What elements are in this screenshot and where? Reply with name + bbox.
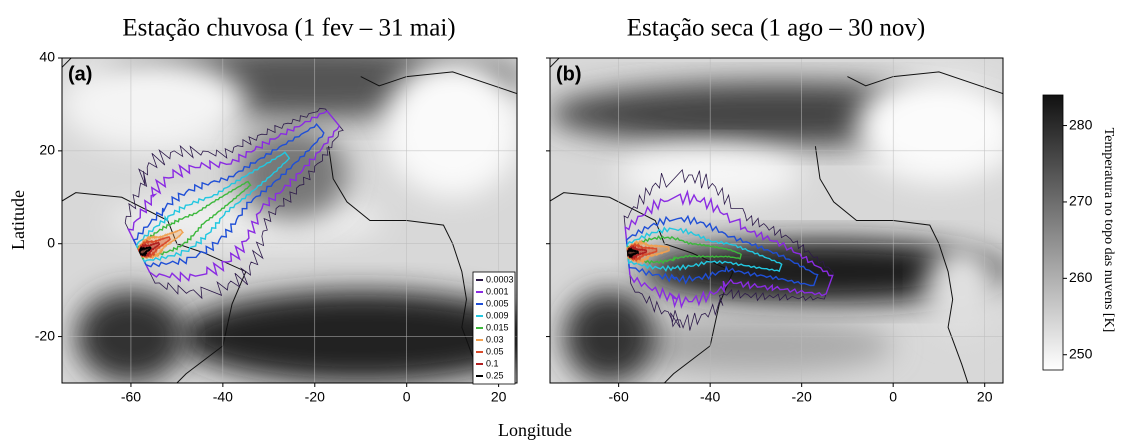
map-panel — [550, 58, 1003, 383]
x-tick-label: 0 — [889, 389, 897, 405]
legend-label: 0.1 — [486, 358, 499, 368]
x-tick-label: 0 — [403, 389, 411, 405]
cloud-field — [856, 72, 1003, 183]
x-tick-label: -60 — [609, 389, 629, 405]
contour — [626, 226, 783, 273]
y-tick-label: 40 — [39, 49, 55, 65]
contour — [623, 169, 835, 331]
coastline — [550, 192, 734, 383]
cloud-field — [236, 128, 347, 221]
contour — [138, 245, 152, 257]
legend-label: 0.001 — [486, 286, 509, 296]
panel-label: (a) — [68, 63, 92, 85]
cloud-field — [925, 244, 999, 337]
panel-title: Estação chuvosa (1 fev – 31 mai) — [122, 15, 455, 42]
x-axis-label: Longitude — [498, 420, 572, 440]
x-tick-label: -20 — [792, 389, 812, 405]
legend-label: 0.05 — [486, 346, 504, 356]
x-tick-label: -40 — [700, 389, 720, 405]
coastline — [814, 146, 969, 383]
y-tick-label: 20 — [39, 142, 55, 158]
map-panel — [62, 58, 517, 383]
legend-label: 0.03 — [486, 334, 504, 344]
cloud-field — [640, 239, 1003, 304]
panel-title: Estação seca (1 ago – 30 nov) — [627, 15, 926, 42]
cloud-field — [62, 58, 246, 151]
cloud-field — [617, 318, 894, 374]
contour — [626, 246, 639, 259]
legend-label: 0.0003 — [486, 274, 514, 284]
colorbar-label: Temperatura no topo das nuvens [K] — [1101, 128, 1116, 333]
y-tick-label: 0 — [47, 234, 55, 250]
contour — [624, 189, 834, 309]
panel-label: (b) — [556, 63, 582, 85]
colorbar-tick-label: 270 — [1069, 193, 1093, 209]
legend-label: 0.015 — [486, 322, 509, 332]
contour — [135, 151, 291, 263]
legend-label: 0.005 — [486, 298, 509, 308]
contour — [132, 122, 325, 268]
y-axis-label: Latitude — [8, 190, 28, 250]
coastline — [328, 146, 483, 383]
cloud-field — [383, 58, 517, 197]
contour — [625, 214, 819, 287]
x-tick-label: 20 — [491, 389, 507, 405]
x-tick-label: 20 — [977, 389, 993, 405]
contour — [626, 235, 743, 265]
x-tick-label: -60 — [121, 389, 141, 405]
colorbar-tick-label: 250 — [1069, 345, 1093, 361]
x-tick-label: -40 — [213, 389, 233, 405]
panel-frame — [549, 57, 1004, 384]
legend-label: 0.009 — [486, 310, 509, 320]
colorbar-tick-label: 280 — [1069, 116, 1093, 132]
panel-frame — [61, 57, 518, 384]
x-tick-label: -20 — [305, 389, 325, 405]
legend-label: 0.25 — [486, 370, 504, 380]
contour — [137, 180, 252, 260]
y-tick-label: -20 — [35, 327, 55, 343]
contour — [127, 109, 341, 283]
contour — [124, 107, 344, 300]
colorbar — [1042, 94, 1064, 371]
colorbar-tick-label: 260 — [1069, 269, 1093, 285]
